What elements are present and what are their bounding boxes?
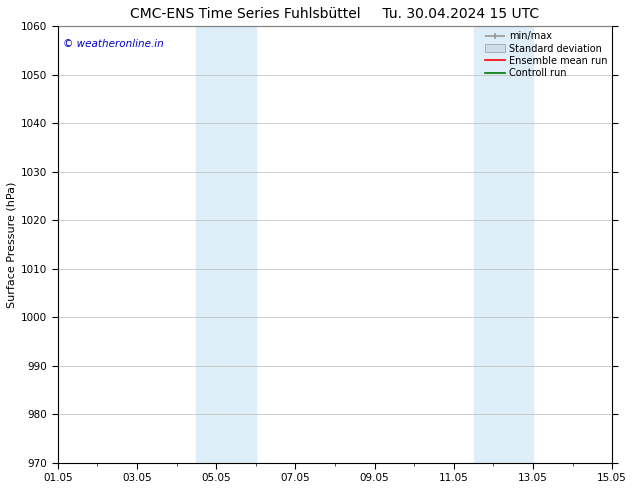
Bar <box>197 26 256 463</box>
Bar <box>474 26 533 463</box>
Title: CMC-ENS Time Series Fuhlsbüttel     Tu. 30.04.2024 15 UTC: CMC-ENS Time Series Fuhlsbüttel Tu. 30.0… <box>131 7 540 21</box>
Text: © weatheronline.in: © weatheronline.in <box>63 39 164 49</box>
Y-axis label: Surface Pressure (hPa): Surface Pressure (hPa) <box>7 181 17 308</box>
Legend: min/max, Standard deviation, Ensemble mean run, Controll run: min/max, Standard deviation, Ensemble me… <box>484 29 609 80</box>
